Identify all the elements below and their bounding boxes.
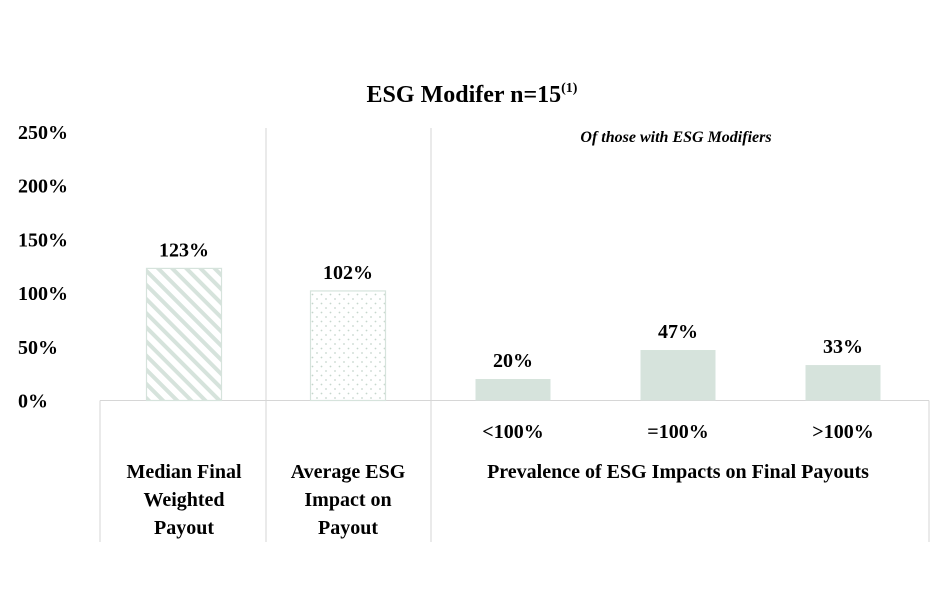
y-tick-label: 200% bbox=[18, 176, 68, 198]
data-label-eq100: 47% bbox=[658, 321, 698, 343]
y-tick-label: 250% bbox=[18, 122, 68, 144]
data-label-average: 102% bbox=[323, 262, 373, 284]
category-labels: <100% =100% >100% bbox=[482, 421, 873, 443]
category-label-gt100: >100% bbox=[812, 421, 873, 443]
group-label-line: Impact on bbox=[304, 489, 391, 511]
data-labels: 123% 102% 20% 47% 33% bbox=[159, 239, 863, 372]
bar-median bbox=[145, 267, 223, 402]
group-label-line: Weighted bbox=[143, 489, 224, 511]
chart-title: ESG Modifer n=15(1) bbox=[367, 81, 578, 108]
category-label-eq100: =100% bbox=[647, 421, 708, 443]
bar-eq100 bbox=[640, 350, 716, 401]
bar-lt100 bbox=[475, 379, 551, 401]
data-label-gt100: 33% bbox=[823, 336, 863, 358]
group-label-median: Median Final Weighted Payout bbox=[126, 461, 241, 539]
chart-title-main: ESG Modifer n=15 bbox=[367, 82, 562, 108]
group-labels: Median Final Weighted Payout Average ESG Imp… bbox=[126, 461, 869, 539]
bar-average bbox=[309, 290, 387, 402]
y-tick-label: 150% bbox=[18, 229, 68, 251]
group-label-line: Payout bbox=[154, 517, 214, 539]
group-label-line: Prevalence of ESG Impacts on Final Payou… bbox=[487, 461, 869, 483]
group-label-line: Average ESG bbox=[291, 461, 406, 483]
y-tick-label: 0% bbox=[18, 391, 48, 413]
y-tick-label: 100% bbox=[18, 283, 68, 305]
category-label-lt100: <100% bbox=[482, 421, 543, 443]
y-tick-label: 50% bbox=[18, 337, 58, 359]
group-label-line: Median Final bbox=[126, 461, 241, 483]
data-label-lt100: 20% bbox=[493, 350, 533, 372]
group-label-average: Average ESG Impact on Payout bbox=[291, 461, 406, 539]
data-label-median: 123% bbox=[159, 239, 209, 261]
y-axis: 250% 200% 150% 100% 50% 0% bbox=[18, 122, 68, 413]
chart-annotation: Of those with ESG Modifiers bbox=[580, 129, 771, 146]
group-label-prevalence: Prevalence of ESG Impacts on Final Payou… bbox=[487, 461, 869, 483]
chart-title-superscript: (1) bbox=[561, 81, 578, 96]
bars bbox=[145, 267, 881, 402]
bar-gt100 bbox=[805, 365, 881, 401]
group-label-line: Payout bbox=[318, 517, 378, 539]
